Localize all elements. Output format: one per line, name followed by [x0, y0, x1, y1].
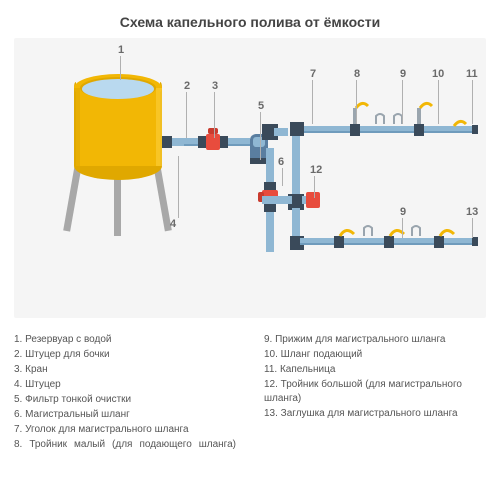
legend-item: 8. Тройник малый (для подающего шланга) — [14, 438, 236, 452]
callout-number: 12 — [310, 164, 322, 176]
callout-number: 9 — [400, 206, 406, 218]
legend-item: 5. Фильтр тонкой очистки — [14, 393, 236, 407]
callout-number: 3 — [212, 80, 218, 92]
fitting-icon — [264, 182, 276, 190]
legend-column-right: 9. Прижим для магистрального шланга10. Ш… — [264, 332, 486, 453]
callout-number: 10 — [432, 68, 444, 80]
barrel-fitting — [162, 136, 184, 148]
legend: 1. Резервуар с водой2. Штуцер для бочки3… — [14, 332, 486, 453]
legend-column-left: 1. Резервуар с водой2. Штуцер для бочки3… — [14, 332, 236, 453]
fitting-icon — [264, 204, 276, 212]
fitting-icon — [220, 136, 228, 148]
water-tank — [74, 74, 162, 180]
legend-item: 12. Тройник большой (для магистрального … — [264, 378, 486, 406]
fitting-icon — [198, 136, 206, 148]
callout-number: 8 — [354, 68, 360, 80]
legend-item: 13. Заглушка для магистрального шланга — [264, 407, 486, 421]
callout-leader — [214, 92, 215, 138]
callout-number: 1 — [118, 44, 124, 56]
legend-item: 10. Шланг подающий — [264, 348, 486, 362]
callout-leader — [186, 92, 187, 138]
valve-icon — [306, 192, 320, 208]
legend-item: 6. Магистральный шланг — [14, 408, 236, 422]
callout-number: 9 — [400, 68, 406, 80]
callout-leader — [260, 112, 261, 160]
diagram-canvas: 123456789101112913 — [14, 38, 486, 318]
legend-item: 9. Прижим для магистрального шланга — [264, 333, 486, 347]
callout-leader — [402, 218, 403, 238]
callout-leader — [438, 80, 439, 124]
callout-number: 6 — [278, 156, 284, 168]
legend-item: 1. Резервуар с водой — [14, 333, 236, 347]
callout-number: 11 — [466, 68, 478, 80]
callout-leader — [312, 80, 313, 124]
callout-leader — [282, 168, 283, 186]
legend-item: 3. Кран — [14, 363, 236, 377]
callout-number: 13 — [466, 206, 478, 218]
legend-item: 4. Штуцер — [14, 378, 236, 392]
legend-item: 7. Уголок для магистрального шланга — [14, 423, 236, 437]
callout-leader — [356, 80, 357, 124]
pipe-to-branches — [290, 122, 474, 198]
legend-item: 2. Штуцер для бочки — [14, 348, 236, 362]
callout-number: 7 — [310, 68, 316, 80]
pipe-stub — [274, 128, 288, 136]
legend-item: 11. Капельница — [264, 363, 486, 377]
page-title: Схема капельного полива от ёмкости — [14, 14, 486, 30]
callout-number: 4 — [170, 218, 176, 230]
callout-leader — [178, 156, 179, 218]
callout-leader — [472, 218, 473, 238]
diagram-svg — [14, 38, 486, 318]
callout-number: 2 — [184, 80, 190, 92]
callout-leader — [314, 176, 315, 198]
callout-number: 5 — [258, 100, 264, 112]
valve-icon — [206, 128, 220, 150]
page: Схема капельного полива от ёмкости — [0, 0, 500, 500]
pipe-vertical-main — [266, 212, 274, 252]
callout-leader — [472, 80, 473, 124]
callout-leader — [120, 56, 121, 80]
callout-leader — [402, 80, 403, 124]
